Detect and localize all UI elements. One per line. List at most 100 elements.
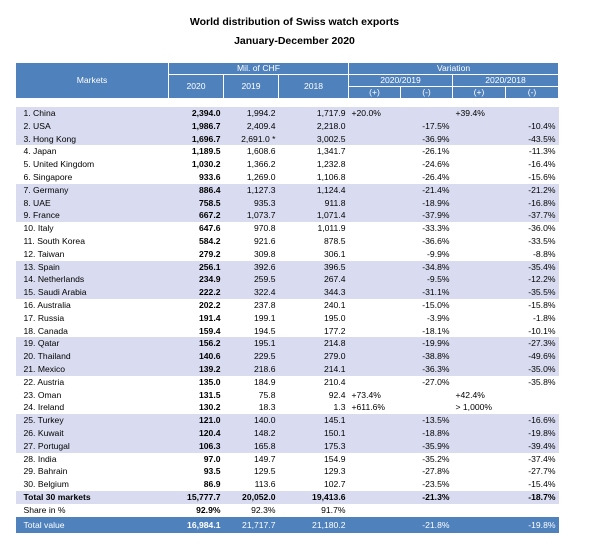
header-cell: (+) [348, 86, 401, 99]
value-cell: 106.3 [168, 439, 224, 453]
value-cell [453, 145, 506, 158]
market-cell: 24. Ireland [23, 402, 65, 413]
value-cell [506, 401, 559, 414]
header-cell: 2018 [278, 74, 349, 99]
value-cell: 1,696.7 [168, 132, 224, 146]
value-cell [401, 504, 453, 517]
value-cell: 150.1 [278, 426, 349, 440]
value-cell: 86.9 [203, 479, 221, 490]
value-cell: 154.9 [323, 453, 346, 464]
row: 16. Australia 202.2 237.8 240.1 -15.0% -15.8% [16, 299, 559, 312]
value-cell: 279.0 [278, 350, 349, 363]
value-cell [348, 119, 401, 133]
value-cell [349, 171, 401, 184]
value-cell: -9.9% [427, 248, 450, 259]
value-cell: 886.4 [168, 183, 224, 197]
row: 8. UAE 758.5 935.3 911.8 -18.9% -16.8% [15, 196, 559, 210]
value-cell: +73.4% [351, 389, 381, 400]
header-cell: (+) [452, 86, 506, 99]
value-cell: 1,366.2 [246, 159, 276, 170]
value-cell [348, 414, 401, 427]
value-cell: 97.0 [203, 453, 221, 464]
value-cell: 1,986.7 [168, 119, 224, 133]
value-cell: -27.0% [422, 376, 450, 387]
value-cell: 156.2 [168, 337, 224, 351]
row: 15. Saudi Arabia 222.2 322.4 344.3 -31.1% -35… [15, 286, 559, 299]
value-cell [453, 325, 506, 338]
row: 29. Bahrain 93.5 129.5 129.3 -27.8% -27.7% [16, 465, 559, 478]
value-cell: 935.3 [223, 196, 279, 210]
value-cell: 214.8 [278, 337, 349, 351]
row: 25. Turkey 121.0 140.0 145.1 -13.5% -16.6% [15, 414, 559, 427]
row: 3. Hong Kong 1,696.7 2,691.0 * 3,002.5 -36.9… [15, 132, 559, 146]
value-cell [453, 171, 506, 184]
value-cell [348, 196, 401, 210]
row: 11. South Korea 584.2 921.6 878.5 -36.6% -33.… [16, 235, 559, 248]
value-cell: -24.6% [422, 159, 450, 170]
value-cell [452, 260, 506, 274]
value-cell: -19.8% [505, 426, 559, 440]
value-cell: 921.6 [253, 235, 276, 246]
value-cell: -36.3% [400, 362, 453, 376]
value-cell: 191.4 [198, 312, 221, 323]
value-cell: -1.8% [533, 312, 556, 323]
market-cell: 17. Russia [23, 312, 65, 323]
value-cell: -19.9% [400, 337, 453, 351]
market-cell: 15. Saudi Arabia [15, 286, 169, 299]
value-cell [506, 504, 559, 517]
value-cell: -33.5% [528, 235, 556, 246]
value-cell: 20,052.0 [223, 490, 279, 504]
value-cell: 267.4 [278, 273, 349, 287]
value-cell: 18.3 [258, 402, 276, 413]
value-cell: 2,691.0 * [223, 132, 279, 146]
market-cell: 16. Australia [23, 299, 71, 310]
market-cell: Total value [15, 516, 169, 533]
row: 5. United Kingdom 1,030.2 1,366.2 1,232.8 -2… [16, 158, 559, 171]
value-cell [452, 337, 506, 351]
value-cell: 145.1 [278, 414, 349, 427]
header-cell: Mil. of CHF [168, 62, 349, 75]
value-cell: 1,189.5 [191, 146, 221, 157]
value-cell: -38.8% [400, 350, 453, 363]
value-cell: 1,232.8 [316, 159, 346, 170]
value-cell [506, 389, 559, 402]
value-cell: 1,106.8 [316, 171, 346, 182]
table-head: Markets Mil. of CHF Variation 2020 2019 … [15, 62, 559, 99]
value-cell: -31.1% [400, 286, 453, 299]
value-cell: -34.8% [400, 260, 453, 274]
value-cell: 240.1 [323, 299, 346, 310]
header-cell: 2020/2018 [452, 74, 559, 87]
row: 28. India 97.0 149.7 154.9 -35.2% -37.4% [16, 453, 559, 466]
value-cell: 2,409.4 [223, 119, 279, 133]
value-cell [348, 516, 401, 533]
market-cell: 2. USA [15, 119, 169, 133]
value-cell: 92.3% [251, 504, 276, 515]
value-cell: 1,030.2 [191, 159, 221, 170]
value-cell [452, 196, 506, 210]
header-cell: 2020 [168, 74, 224, 99]
value-cell: 21,180.2 [278, 516, 349, 533]
value-cell: 120.4 [168, 426, 224, 440]
value-cell: 259.5 [223, 273, 279, 287]
row: 23. Oman 131.5 75.8 92.4 +73.4% +42.4% [16, 389, 559, 402]
value-cell [349, 235, 401, 248]
market-cell: 1. China [15, 107, 169, 120]
row: 26. Kuwait 120.4 148.2 150.1 -18.8% -19.8% [15, 426, 559, 440]
value-cell [348, 337, 401, 351]
value-cell: 1.3 [333, 402, 346, 413]
value-cell [452, 516, 506, 533]
value-cell: 214.1 [278, 362, 349, 376]
market-cell: 19. Qatar [15, 337, 169, 351]
value-cell: -18.8% [400, 426, 453, 440]
value-cell [452, 132, 506, 146]
value-cell [453, 376, 506, 389]
value-cell [348, 273, 401, 287]
value-cell: 194.5 [253, 325, 276, 336]
market-cell: 14. Netherlands [15, 273, 169, 287]
market-cell: 3. Hong Kong [15, 132, 169, 146]
value-cell [349, 325, 401, 338]
value-cell [348, 426, 401, 440]
value-cell [348, 490, 401, 504]
value-cell: 15,777.7 [168, 490, 224, 504]
market-cell: 23. Oman [23, 389, 62, 400]
